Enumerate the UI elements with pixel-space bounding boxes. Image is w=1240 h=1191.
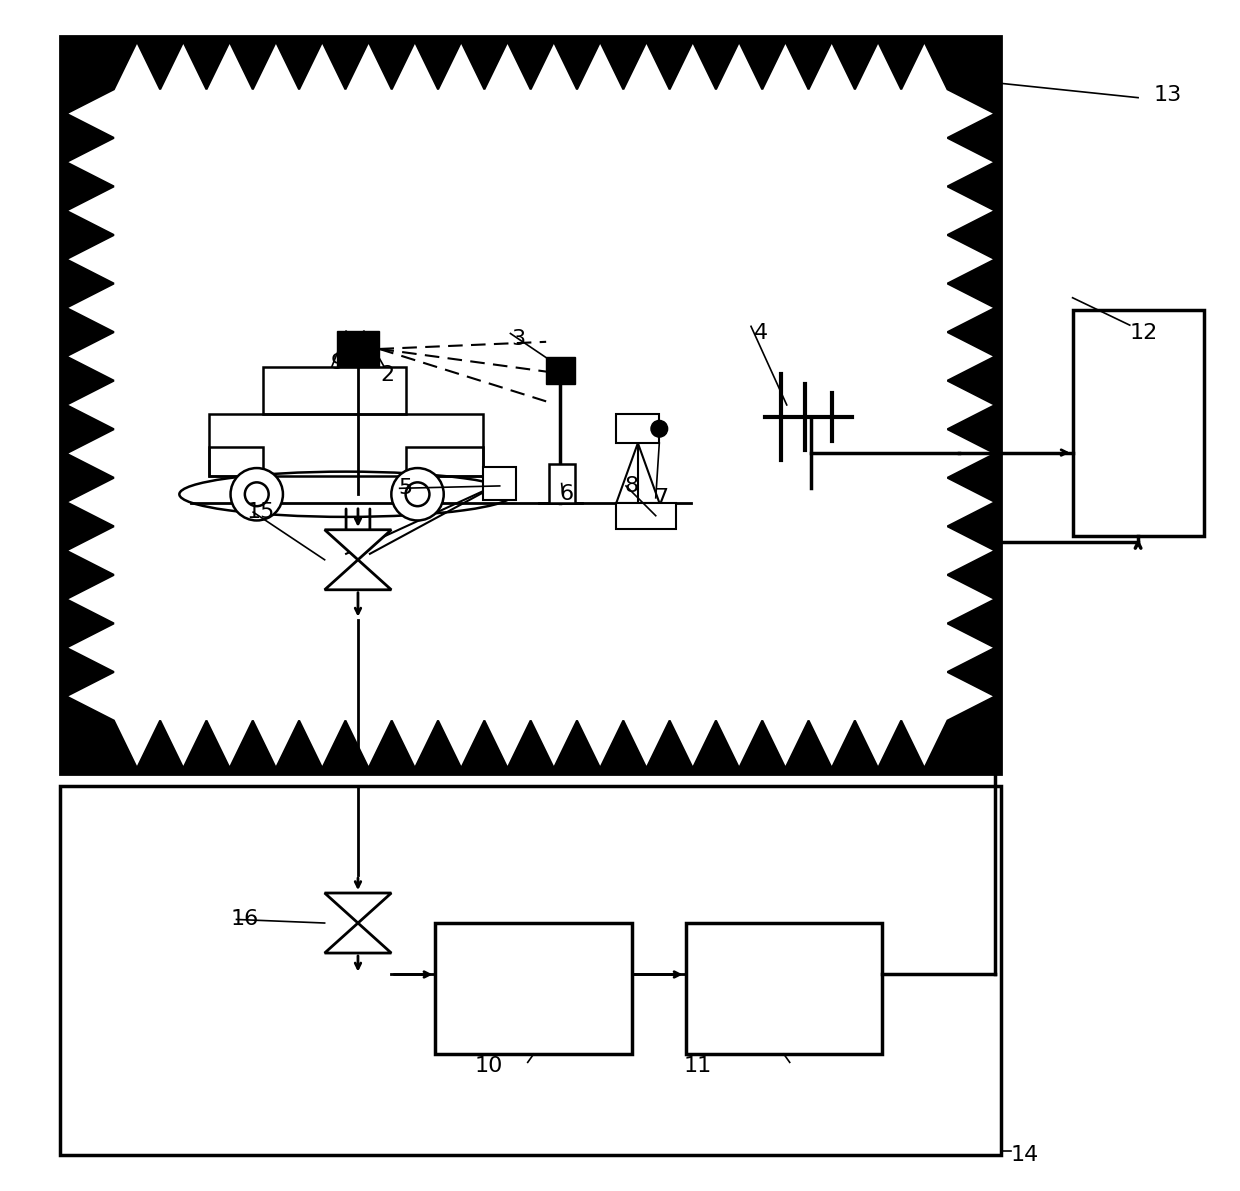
Bar [616,414,660,443]
Bar [546,357,575,384]
Bar [210,447,263,476]
Circle shape [231,468,283,520]
Polygon shape [325,560,392,590]
Bar [61,786,1001,1155]
Text: 5: 5 [398,479,413,498]
Text: 11: 11 [683,1056,712,1075]
Circle shape [651,420,667,437]
Bar [435,923,632,1054]
Text: 3: 3 [512,330,526,349]
Text: 2: 2 [381,366,394,385]
Bar [1073,310,1204,536]
Circle shape [392,468,444,520]
Polygon shape [66,42,996,768]
Text: 13: 13 [1153,86,1182,105]
Text: 7: 7 [655,488,668,507]
Bar [405,447,484,476]
Polygon shape [325,893,392,923]
Bar [484,467,516,500]
Text: 15: 15 [246,503,274,522]
Text: 8: 8 [625,476,639,495]
Text: 14: 14 [1011,1146,1039,1165]
Polygon shape [325,530,392,560]
Text: 10: 10 [475,1056,503,1075]
Text: 4: 4 [754,324,768,343]
Text: 6: 6 [559,485,573,504]
Bar [616,503,676,529]
Bar [686,923,882,1054]
Bar [548,464,575,503]
Bar [336,331,379,367]
Polygon shape [325,923,392,953]
Circle shape [405,482,429,506]
Bar [61,36,1001,774]
Text: 16: 16 [231,910,259,929]
Text: 12: 12 [1130,324,1158,343]
Circle shape [244,482,269,506]
Bar [210,414,484,476]
Bar [263,367,405,414]
Text: 9: 9 [331,354,345,373]
